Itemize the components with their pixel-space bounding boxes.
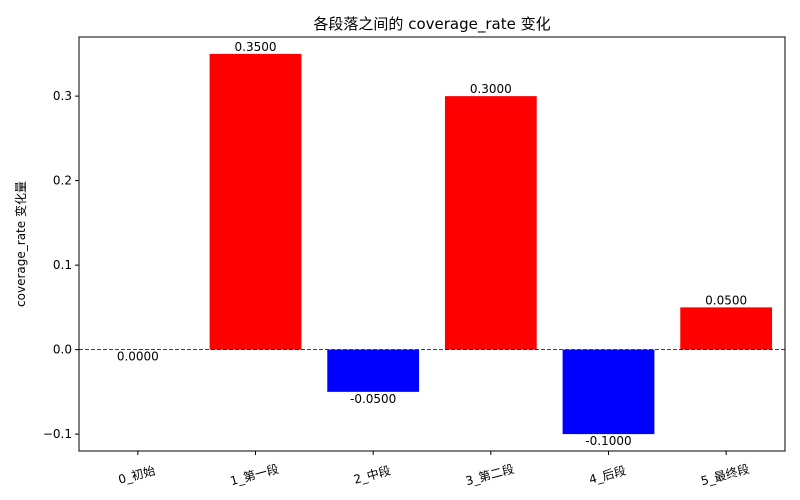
bar-2 (327, 349, 420, 392)
bar-5 (680, 307, 773, 350)
x-tick-label-5: 5_最终段 (699, 461, 751, 488)
y-tick-label-3: 0.2 (53, 174, 72, 188)
x-tick-label-1: 1_第一段 (228, 461, 280, 488)
plot-frame (78, 36, 786, 452)
bar-1 (209, 53, 302, 350)
data-label-5: 0.0500 (705, 293, 747, 307)
x-tick-label-0: 0_初始 (117, 464, 157, 487)
data-label-0: 0.0000 (117, 350, 159, 364)
x-tick-label-2: 2_中段 (352, 463, 392, 487)
data-label-2: -0.0500 (350, 392, 396, 406)
y-tick-label-2: 0.1 (53, 258, 72, 272)
data-label-1: 0.3500 (235, 40, 277, 54)
y-tick-label-0: −0.1 (43, 427, 72, 441)
data-label-4: -0.1000 (585, 434, 631, 448)
bar-4 (562, 349, 655, 435)
x-tick-label-3: 3_第二段 (464, 461, 516, 488)
plot-area: 0.0000 0.3500 -0.0500 0.3000 -0.1000 0.0500 −0… (43, 36, 786, 488)
data-label-3: 0.3000 (470, 82, 512, 96)
y-axis-label: coverage_rate 变化量 (13, 181, 28, 307)
y-tick-label-1: 0.0 (53, 343, 72, 357)
x-tick-label-4: 4_后段 (587, 463, 627, 487)
chart-title: 各段落之间的 coverage_rate 变化 (313, 15, 550, 34)
bar-3 (444, 96, 537, 350)
y-tick-label-4: 0.3 (53, 89, 72, 103)
